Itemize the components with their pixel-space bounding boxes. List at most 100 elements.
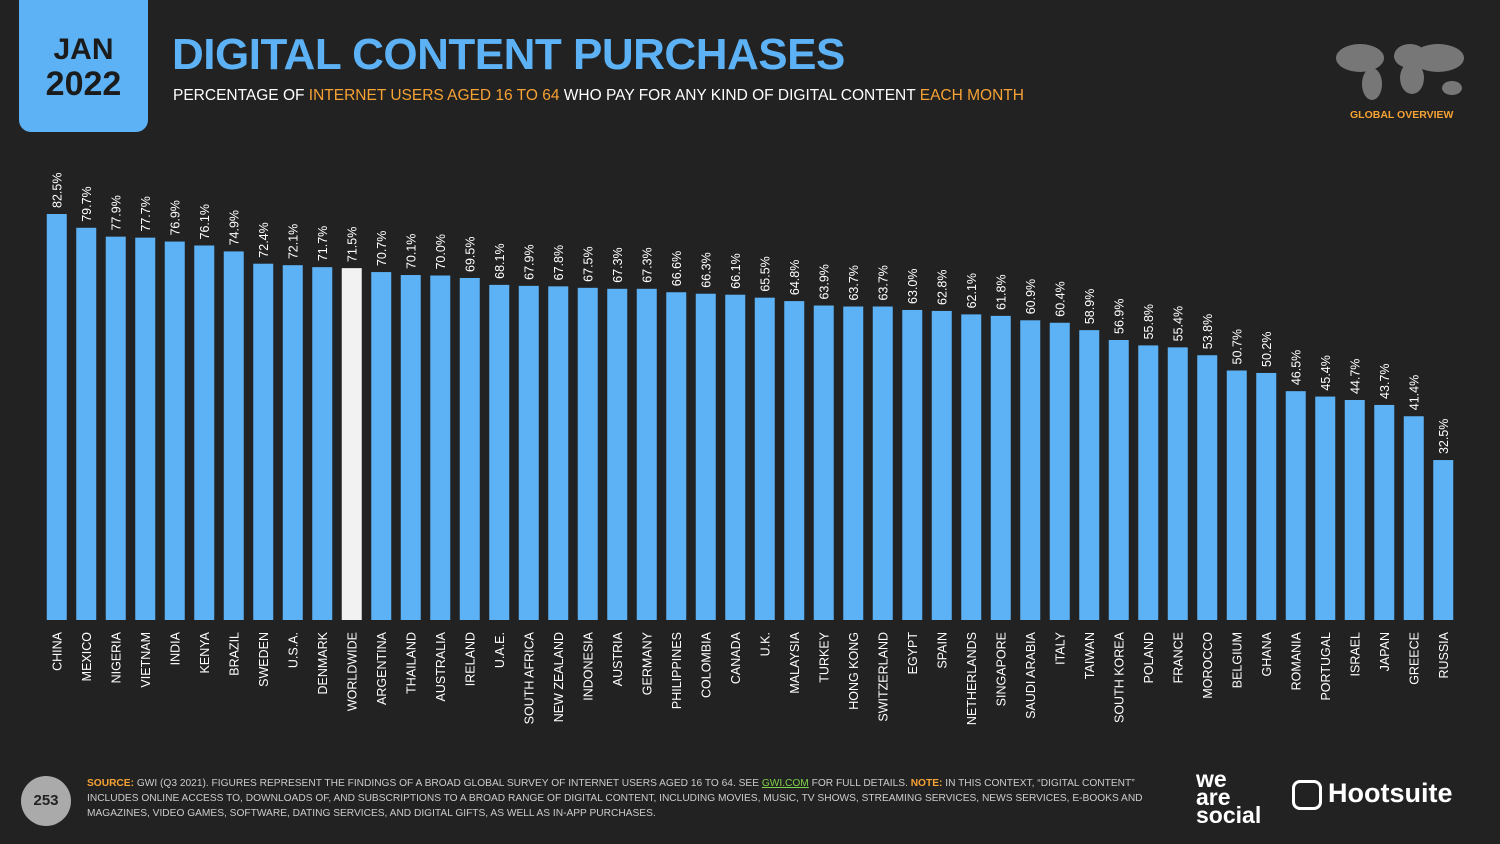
note-label: NOTE: bbox=[910, 778, 943, 789]
value-label: 71.7% bbox=[316, 226, 330, 261]
bar bbox=[1403, 416, 1424, 620]
bar bbox=[105, 236, 126, 620]
category-label: PORTUGAL bbox=[1319, 632, 1333, 701]
bar bbox=[76, 227, 97, 620]
value-label: 32.5% bbox=[1437, 419, 1451, 454]
category-label: SWEDEN bbox=[257, 632, 271, 687]
title: DIGITAL CONTENT PURCHASES bbox=[172, 30, 845, 79]
category-label: BELGIUM bbox=[1230, 632, 1244, 688]
subtitle: PERCENTAGE OF INTERNET USERS AGED 16 TO … bbox=[173, 87, 1024, 105]
category-label: CHINA bbox=[50, 631, 64, 671]
source-end: FOR FULL DETAILS. bbox=[808, 778, 911, 789]
value-label: 55.8% bbox=[1142, 304, 1156, 339]
source-text: GWI (Q3 2021). FIGURES REPRESENT THE FIN… bbox=[133, 778, 762, 789]
bar bbox=[1020, 320, 1041, 620]
category-label: WORLDWIDE bbox=[345, 632, 359, 711]
bar bbox=[1374, 404, 1395, 620]
value-label: 62.8% bbox=[935, 269, 949, 304]
subtitle-part: EACH MONTH bbox=[919, 87, 1024, 104]
category-label: NIGERIA bbox=[109, 631, 123, 683]
category-label: MOROCCO bbox=[1201, 632, 1215, 699]
category-label: U.A.E. bbox=[493, 632, 507, 668]
category-label: MEXICO bbox=[80, 632, 94, 682]
source-link[interactable]: GWI.COM bbox=[761, 778, 809, 789]
bar bbox=[1049, 322, 1070, 620]
hootsuite-text: Hootsuite bbox=[1328, 778, 1453, 808]
bar bbox=[695, 293, 716, 620]
bar bbox=[518, 285, 539, 620]
value-label: 66.6% bbox=[670, 251, 684, 286]
category-label: SPAIN bbox=[935, 632, 949, 669]
value-label: 63.7% bbox=[876, 265, 890, 300]
value-label: 67.9% bbox=[522, 244, 536, 279]
value-label: 63.9% bbox=[817, 264, 831, 299]
bar bbox=[931, 310, 952, 620]
category-label: BRAZIL bbox=[227, 632, 241, 676]
value-label: 71.5% bbox=[345, 227, 359, 262]
bar bbox=[902, 309, 923, 620]
category-label: PHILIPPINES bbox=[670, 632, 684, 709]
bar bbox=[1167, 347, 1188, 620]
bar bbox=[1344, 400, 1365, 620]
value-label: 67.8% bbox=[552, 245, 566, 280]
category-label: U.K. bbox=[758, 632, 772, 656]
bar bbox=[1433, 460, 1454, 620]
subtitle-part: WHO PAY FOR ANY KIND OF DIGITAL CONTENT bbox=[559, 87, 920, 104]
bar bbox=[1226, 370, 1247, 620]
value-label: 74.9% bbox=[227, 210, 241, 245]
category-label: THAILAND bbox=[404, 632, 418, 694]
value-label: 67.3% bbox=[611, 247, 625, 282]
value-label: 76.1% bbox=[198, 204, 212, 239]
bar bbox=[1285, 391, 1306, 620]
category-label: TAIWAN bbox=[1083, 632, 1097, 679]
category-label: COLOMBIA bbox=[699, 631, 713, 698]
bar bbox=[223, 251, 244, 620]
bar bbox=[636, 288, 657, 620]
bar bbox=[400, 275, 421, 620]
bar bbox=[194, 245, 215, 620]
value-label: 67.5% bbox=[581, 246, 595, 281]
source-label: SOURCE: bbox=[87, 778, 134, 789]
section-badge: GLOBAL OVERVIEW bbox=[1350, 109, 1454, 121]
category-label: NEW ZEALAND bbox=[552, 632, 566, 722]
category-label: POLAND bbox=[1142, 632, 1156, 683]
value-label: 63.0% bbox=[906, 269, 920, 304]
value-label: 64.8% bbox=[788, 260, 802, 295]
bar bbox=[1138, 345, 1159, 620]
category-label: EGYPT bbox=[906, 632, 920, 675]
category-label: GREECE bbox=[1407, 632, 1421, 685]
value-label: 44.7% bbox=[1348, 359, 1362, 394]
category-label: SOUTH AFRICA bbox=[522, 631, 536, 724]
footer-notes: SOURCE: GWI (Q3 2021). FIGURES REPRESENT… bbox=[87, 776, 1177, 821]
value-label: 77.7% bbox=[139, 196, 153, 231]
value-label: 43.7% bbox=[1378, 363, 1392, 398]
subtitle-part: PERCENTAGE OF bbox=[173, 87, 309, 104]
value-label: 63.7% bbox=[847, 265, 861, 300]
bar bbox=[459, 277, 480, 620]
date-badge: JAN 2022 bbox=[19, 0, 148, 132]
category-label: U.S.A. bbox=[286, 632, 300, 668]
note-text: IN THIS CONTEXT, “DIGITAL CONTENT” INCLU… bbox=[87, 778, 1143, 819]
chart: 82.5% CHINA 79.7% MEXICO 77.9% NIGERIA 77.7% VI… bbox=[46, 173, 1454, 725]
bar bbox=[1256, 372, 1277, 620]
category-label: ROMANIA bbox=[1289, 631, 1303, 690]
bar bbox=[164, 241, 185, 621]
hootsuite-logo: Hootsuite bbox=[1292, 778, 1453, 810]
value-label: 66.1% bbox=[729, 253, 743, 288]
category-label: INDIA bbox=[168, 631, 182, 665]
value-label: 41.4% bbox=[1407, 375, 1421, 410]
bar bbox=[46, 214, 67, 620]
value-label: 62.1% bbox=[965, 273, 979, 308]
value-label: 55.4% bbox=[1171, 306, 1185, 341]
value-label: 60.9% bbox=[1024, 279, 1038, 314]
month: JAN bbox=[53, 33, 114, 66]
category-label: KENYA bbox=[198, 631, 212, 673]
bar bbox=[312, 267, 333, 620]
value-label: 70.0% bbox=[434, 234, 448, 269]
value-label: 46.5% bbox=[1289, 350, 1303, 385]
category-label: INDONESIA bbox=[581, 631, 595, 700]
value-label: 79.7% bbox=[80, 186, 94, 221]
bar bbox=[1108, 339, 1129, 620]
value-label: 69.5% bbox=[463, 237, 477, 272]
category-label: GERMANY bbox=[640, 631, 654, 695]
